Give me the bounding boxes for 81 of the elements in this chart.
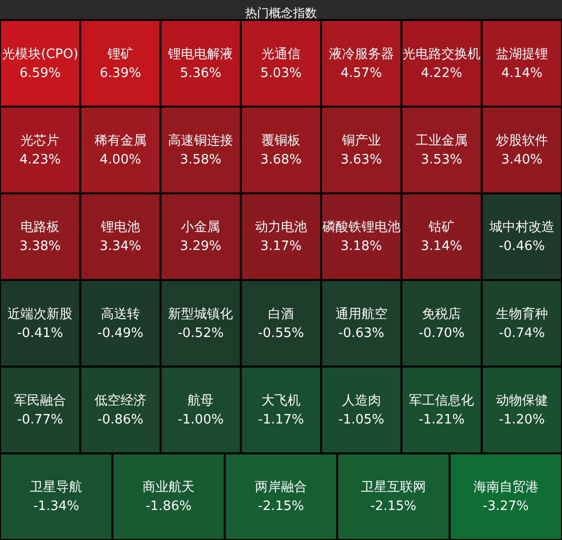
category-label: 光通信 — [262, 46, 300, 62]
data-label: -0.70% — [418, 326, 465, 341]
category-label: 卫星导航 — [30, 480, 82, 496]
data-label: -1.05% — [338, 412, 384, 428]
data-label: -0.77% — [17, 412, 64, 428]
category-label: 动力电池 — [255, 220, 307, 236]
category-label: 城中村改造 — [488, 220, 554, 236]
category-label: 铜产业 — [340, 134, 381, 148]
data-label: -0.46% — [498, 239, 545, 254]
category-label: 光芯片 — [20, 134, 60, 148]
category-label: 通用航空 — [335, 306, 388, 322]
category-label: 动物保健 — [496, 394, 548, 408]
data-label: 3.53% — [420, 152, 462, 168]
data-label: -0.74% — [498, 326, 545, 341]
category-label: 锂电电解液 — [167, 46, 234, 62]
data-label: 3.29% — [180, 239, 222, 254]
data-label: 3.17% — [260, 239, 302, 254]
category-label: 稀有金属 — [94, 134, 146, 148]
category-label: 钴矿 — [428, 220, 455, 236]
data-label: -2.15% — [258, 499, 304, 514]
data-label: 3.18% — [340, 239, 382, 254]
data-label: 4.00% — [100, 152, 142, 168]
data-label: -0.49% — [97, 326, 144, 341]
category-label: 光模块(CPO) — [2, 46, 78, 62]
data-label: -1.17% — [258, 412, 304, 428]
category-label: 白酒 — [268, 306, 294, 322]
category-label: 低空经济 — [94, 394, 146, 408]
data-label: -1.34% — [33, 499, 80, 514]
category-label: 军工信息化 — [409, 394, 474, 408]
data-label: -0.55% — [258, 326, 304, 341]
data-label: -2.15% — [370, 499, 416, 514]
data-label: -1.86% — [146, 499, 192, 514]
category-label: 军民融合 — [14, 394, 66, 408]
category-label: 锂矿 — [106, 46, 134, 62]
data-label: -1.00% — [178, 412, 224, 428]
category-label: 两岸融合 — [255, 480, 307, 496]
data-label: 5.36% — [180, 66, 222, 81]
data-label: -3.27% — [482, 499, 529, 514]
category-label: 高速铜连接 — [168, 132, 234, 148]
data-label: 4.14% — [501, 66, 543, 81]
category-label: 小金属 — [181, 220, 220, 236]
category-label: 商业航天 — [142, 480, 195, 496]
category-label: 盐湖提锂 — [496, 46, 548, 62]
category-label: 电路板 — [20, 220, 60, 236]
data-label: 3.34% — [100, 239, 142, 254]
category-label: 海南自贸港 — [473, 480, 538, 496]
data-label: 3.63% — [340, 152, 382, 168]
data-label: 6.59% — [19, 66, 61, 81]
data-label: -1.21% — [418, 412, 465, 428]
data-label: 3.58% — [180, 152, 222, 168]
data-label: 4.23% — [19, 152, 61, 168]
category-label: 卫星互联网 — [360, 480, 426, 496]
category-label: 炒股软件 — [496, 134, 548, 148]
data-label: -0.63% — [338, 326, 384, 341]
data-label: 3.68% — [260, 152, 302, 168]
data-label: 3.38% — [19, 239, 61, 254]
data-label: 4.57% — [340, 66, 382, 81]
category-label: 磷酸铁锂电池 — [321, 220, 400, 236]
category-label: 高送转 — [100, 306, 140, 322]
category-label: 免税店 — [422, 306, 462, 322]
category-label: 新型城镇化 — [168, 306, 234, 322]
category-label: 液冷服务器 — [328, 46, 394, 62]
category-label: 工业金属 — [416, 134, 468, 148]
data-label: -0.86% — [97, 412, 144, 428]
category-label: 航母 — [188, 394, 214, 408]
category-label: 锂电池 — [100, 220, 140, 236]
category-label: 光电路交换机 — [402, 46, 481, 62]
data-label: 3.14% — [420, 239, 462, 254]
data-label: 5.03% — [260, 66, 302, 81]
data-label: -1.20% — [498, 412, 545, 428]
data-label: 6.39% — [100, 66, 142, 81]
data-label: 3.40% — [501, 152, 543, 168]
category-label: 覆铜板 — [262, 134, 300, 148]
category-label: 大飞机 — [262, 394, 300, 408]
category-label: 近端次新股 — [8, 306, 73, 322]
category-label: 人造肉 — [342, 394, 381, 408]
category-label: 生物育种 — [496, 306, 548, 322]
data-label: -0.41% — [17, 326, 64, 341]
text: 热门概念指数 — [245, 6, 317, 20]
data-label: -0.52% — [178, 326, 224, 341]
data-label: 4.22% — [420, 66, 462, 81]
